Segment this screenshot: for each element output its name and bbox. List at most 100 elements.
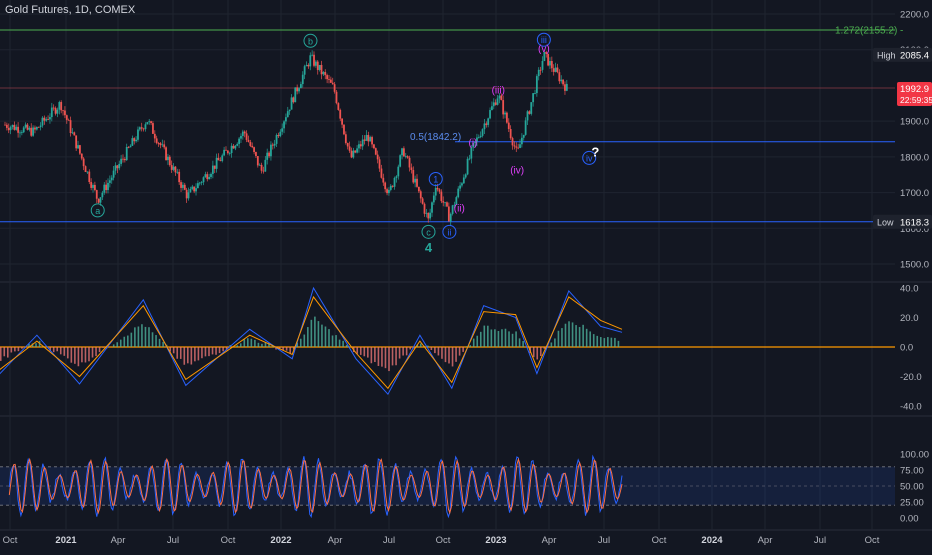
candle-body [12, 125, 14, 127]
candle-body [289, 110, 291, 112]
candle-body [96, 190, 98, 199]
candle-body [234, 146, 236, 149]
candle-body [169, 157, 171, 165]
candle-body [281, 128, 283, 131]
macd-histogram-bar [399, 347, 401, 359]
candle-body [482, 129, 484, 136]
candle-body [227, 151, 229, 154]
stoch-tick-label: 100.00 [900, 450, 929, 461]
candle-body [562, 80, 564, 85]
wave-label: b [308, 36, 313, 46]
candle-body [204, 174, 206, 177]
stoch-tick-label: 75.00 [900, 466, 924, 477]
candle-body [152, 123, 154, 134]
macd-histogram-bar [565, 324, 567, 347]
time-tick-label: 2022 [270, 535, 291, 546]
candle-body [424, 204, 426, 214]
candle-body [100, 197, 102, 202]
candle-body [487, 118, 489, 125]
candle-body [515, 146, 517, 147]
macd-histogram-bar [420, 344, 422, 347]
candle-body [558, 72, 560, 81]
time-tick-label: Apr [542, 535, 557, 546]
candle-body [354, 151, 356, 153]
macd-histogram-bar [589, 331, 591, 347]
candle-body [23, 128, 25, 133]
candle-body [158, 143, 160, 144]
candle-body [564, 84, 566, 90]
candle-body [128, 147, 130, 148]
candle-body [150, 121, 152, 123]
candle-body [182, 185, 184, 188]
macd-histogram-bar [575, 325, 577, 347]
candle-body [532, 93, 534, 102]
macd-histogram-bar [406, 347, 408, 355]
macd-histogram-bar [325, 327, 327, 347]
wave-label: (iv) [510, 165, 524, 176]
macd-histogram-bar [205, 347, 207, 356]
candle-body [233, 146, 235, 149]
macd-histogram-bar [498, 331, 500, 347]
macd-histogram-bar [67, 347, 69, 358]
candle-body [343, 125, 345, 135]
candle-body [257, 156, 259, 165]
candle-body [491, 106, 493, 110]
candle-body [103, 185, 105, 193]
candle-body [143, 129, 145, 130]
macd-histogram-bar [102, 347, 104, 348]
candle-body [193, 187, 195, 192]
macd-histogram-bar [385, 347, 387, 368]
candle-body [294, 87, 296, 102]
macd-histogram-bar [63, 347, 65, 356]
macd-histogram-bar [311, 320, 313, 347]
macd-histogram-bar [120, 340, 122, 347]
candle-body [300, 84, 302, 88]
candle-body [321, 65, 323, 74]
candle-body [131, 138, 133, 146]
candle-body [236, 144, 238, 146]
low-tag-label: Low [877, 217, 894, 227]
candle-body [362, 140, 364, 147]
wave-label: ? [591, 145, 599, 160]
macd-histogram-bar [92, 347, 94, 358]
macd-histogram-bar [95, 347, 97, 356]
macd-histogram-bar [113, 344, 115, 347]
candle-body [88, 172, 90, 182]
candle-body [345, 134, 347, 143]
macd-tick-label: 40.0 [900, 284, 919, 295]
candle-body [223, 150, 225, 156]
macd-histogram-bar [198, 347, 200, 360]
price-tick-label: 1800.0 [900, 152, 929, 163]
candle-body [184, 185, 186, 190]
candle-body [55, 108, 57, 114]
candle-body [512, 138, 514, 145]
last-price-tag-countdown: 22:59:35 [900, 95, 932, 105]
candle-body [493, 102, 495, 106]
price-tick-label: 2200.0 [900, 10, 929, 21]
candle-body [409, 158, 411, 168]
macd-histogram-bar [155, 335, 157, 347]
candle-body [94, 185, 96, 190]
candle-body [336, 92, 338, 103]
macd-histogram-bar [431, 347, 433, 350]
candle-body [457, 189, 459, 198]
macd-histogram-bar [173, 347, 175, 353]
candle-body [375, 148, 377, 154]
candle-body [444, 202, 446, 203]
macd-histogram-bar [445, 347, 447, 362]
candle-body [238, 139, 240, 144]
candle-body [403, 148, 405, 156]
candle-body [315, 62, 317, 66]
macd-histogram-bar [328, 329, 330, 347]
candle-body [266, 153, 268, 160]
macd-histogram-bar [438, 347, 440, 355]
candle-body [167, 157, 169, 160]
candle-body [339, 110, 341, 119]
candle-body [148, 121, 150, 122]
macd-histogram-bar [374, 347, 376, 362]
candle-body [510, 129, 512, 138]
candle-body [392, 186, 394, 187]
macd-tick-label: 0.0 [900, 343, 913, 354]
candle-body [390, 186, 392, 190]
